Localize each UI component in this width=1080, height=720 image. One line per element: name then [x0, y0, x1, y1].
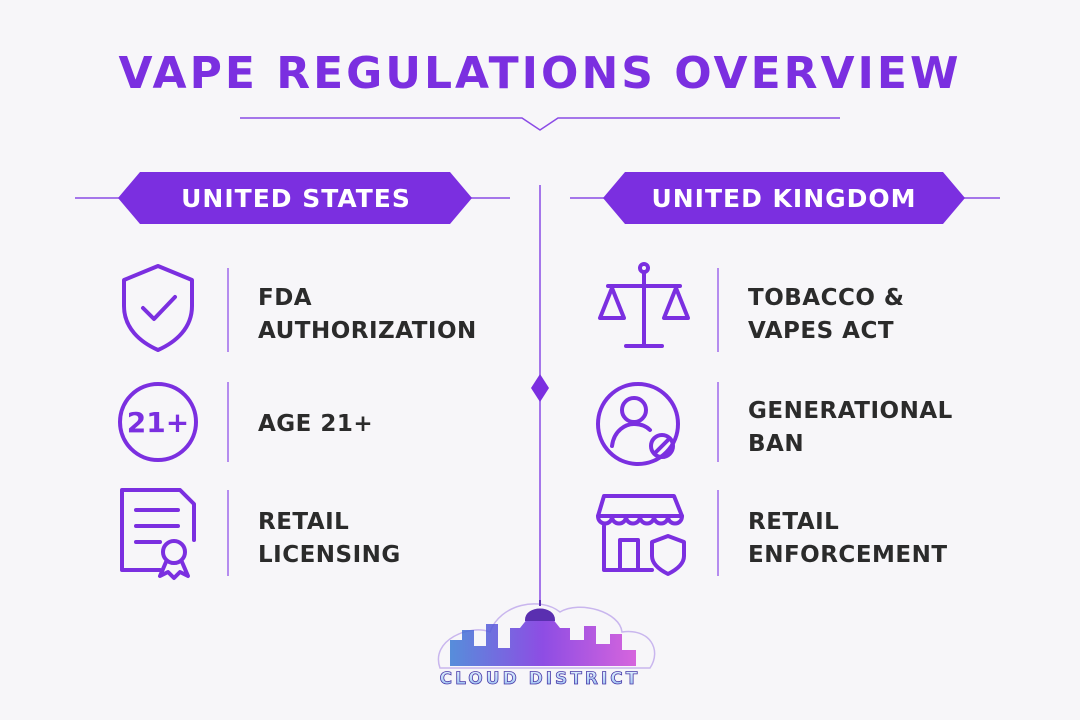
item-text: LICENSING — [258, 542, 401, 568]
item-text: RETAIL — [748, 509, 839, 535]
item-text: FDA — [258, 285, 312, 311]
logo-text: CLOUD DISTRICT — [440, 669, 641, 689]
shield-icon — [122, 264, 194, 352]
item-text: BAN — [748, 431, 804, 457]
title: VAPE REGULATIONS OVERVIEW — [118, 48, 961, 99]
store-icon — [596, 494, 686, 576]
divider-diamond — [531, 374, 549, 402]
logo: CLOUD DISTRICT — [437, 600, 656, 689]
item-text: VAPES ACT — [748, 318, 894, 344]
certificate-icon — [120, 488, 196, 580]
ban-icon — [596, 382, 680, 466]
item-text: RETAIL — [258, 509, 349, 535]
section-heading: UNITED STATES — [181, 184, 411, 213]
item-text: GENERATIONAL — [748, 398, 953, 424]
item-text: TOBACCO & — [748, 285, 904, 311]
icon-label: 21+ — [127, 406, 189, 439]
scales-icon — [598, 262, 690, 348]
item-text: AUTHORIZATION — [258, 318, 477, 344]
title-underline — [240, 117, 840, 131]
section-heading: UNITED KINGDOM — [651, 184, 916, 213]
age-icon: 21+ — [118, 382, 198, 462]
section-banner — [603, 172, 965, 224]
section-banner — [118, 172, 472, 224]
item-text: ENFORCEMENT — [748, 542, 948, 568]
item-text: AGE 21+ — [258, 411, 373, 437]
